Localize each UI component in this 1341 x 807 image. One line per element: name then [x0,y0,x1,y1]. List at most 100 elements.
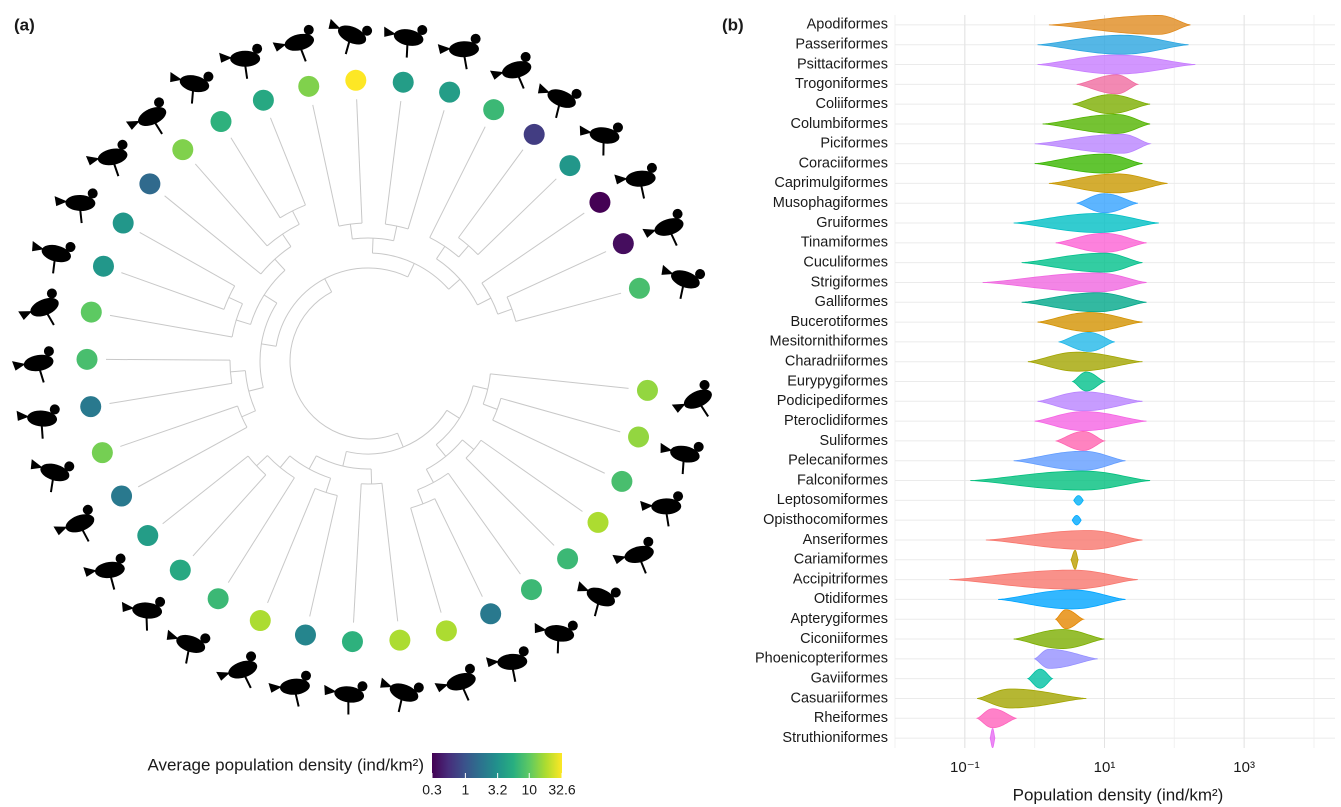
y-tick-label: Gaviiformes [811,670,888,686]
bird-body [23,354,54,372]
branch-arc [481,282,499,315]
bird-head [203,71,214,82]
bird-head [643,536,654,547]
bird-leg [344,40,351,55]
bird-body [544,625,575,642]
bird-head [695,269,706,280]
bird-leg [679,284,685,300]
violin [1054,609,1085,630]
branch [282,233,292,247]
violin [1037,34,1189,55]
bird-head [673,491,684,502]
bird-silhouette [53,504,95,542]
branch [137,426,248,488]
branch [477,297,492,306]
branch [448,278,461,290]
bird-body [670,445,700,463]
branch-arc [247,455,267,476]
tip-dot [91,442,113,464]
bird-tail [437,44,451,55]
bird-leg [602,141,605,156]
tip-dot [611,470,633,492]
violin [1055,232,1147,253]
tip-dot [169,559,191,581]
bird-body [230,50,261,67]
bird-head [115,553,126,564]
branch [162,455,249,525]
bird-head [155,596,166,607]
bird-leg [463,55,468,70]
branch [417,489,424,504]
branch [227,477,295,583]
bird-tail [614,174,628,185]
branch [106,358,231,361]
bird-body [30,297,59,317]
bird-silhouette [219,43,263,79]
y-tick-label: Casuariiformes [791,690,889,706]
bird-head [43,346,54,357]
tip-dot [480,603,502,625]
bird-silhouette [30,459,75,493]
bird-leg [40,424,44,439]
bird-silhouette [324,681,368,715]
violin [998,589,1126,610]
x-tick-label: 10⁻¹ [950,759,980,776]
bird-body [448,41,479,58]
bird-leg [38,368,45,383]
bird-body [41,244,71,263]
bird-leg [145,616,149,631]
bird-silhouette [579,122,623,156]
branch [342,451,347,467]
violin [1021,252,1143,273]
bird-silhouette [83,553,126,590]
bird-body [625,170,656,187]
branch-arc [231,303,243,338]
y-tick-label: Galliformes [815,294,888,310]
branch [435,444,447,457]
bird-silhouette [216,651,258,689]
bird-silhouette [272,24,315,62]
bird-leg [681,459,685,475]
y-tick-label: Cariamiformes [794,552,888,568]
tree [106,99,629,623]
bird-leg [405,43,409,58]
branch-arc [237,405,248,428]
bird-silhouette [268,670,311,707]
bird-tail [661,264,674,275]
tip-dot [628,277,650,299]
y-tick-label: Charadriiformes [785,354,888,370]
branch-arc [361,482,383,485]
branch [506,251,607,298]
y-tick-label: Eurypygiformes [787,373,888,389]
violin [1048,173,1168,194]
y-tick-label: Trogoniformes [795,76,888,92]
violin [985,530,1143,550]
bird-tail [537,83,550,94]
branch [230,370,246,373]
tip-dot [137,525,159,547]
colorbar-tick-label: 0.3 [422,782,442,798]
bird-leg [190,89,195,104]
bird-head [464,663,475,674]
bird-body [502,61,532,79]
y-tick-label: Columbiformes [791,116,889,132]
bird-body [97,148,128,166]
branch [324,278,333,293]
bird-silhouette [166,629,211,664]
tip-dot [483,99,505,121]
bird-leg [555,103,561,119]
branch [256,455,268,467]
branch [473,385,488,390]
bird-head [64,461,75,472]
bird-body [589,127,620,144]
branch [248,386,264,392]
bird-leg [294,692,300,707]
bird-tail [577,581,590,592]
bird-body [138,106,167,126]
bird-silhouette [328,18,373,55]
y-tick-label: Gruiformes [816,215,888,231]
violin [982,272,1147,293]
bird-tail [328,18,341,29]
colorbar-tick-label: 3.2 [488,782,508,798]
